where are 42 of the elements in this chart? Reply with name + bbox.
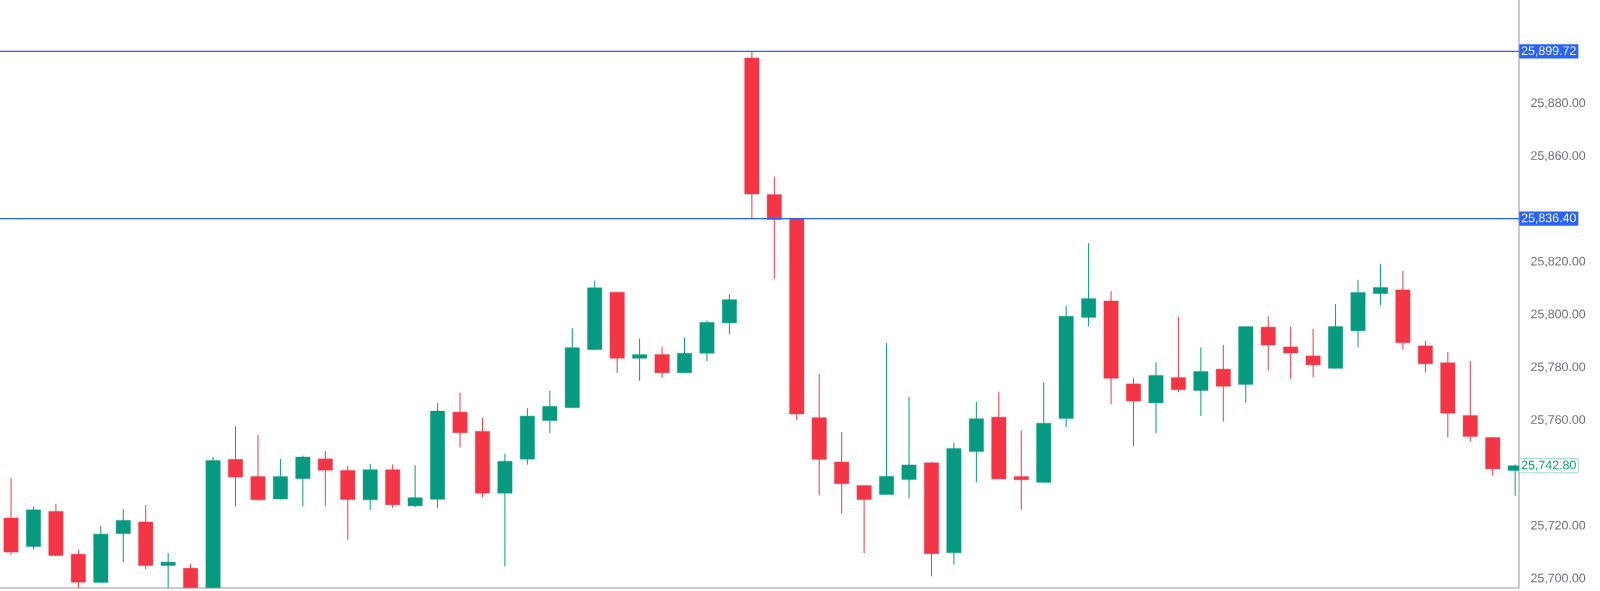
candlestick [1215,344,1231,423]
candlestick [901,396,917,499]
ref-line-label: 25,899.72 [1521,46,1576,57]
y-tick-label: 25,860.00 [1531,151,1586,162]
candlestick [407,464,423,508]
y-tick-label: 25,700.00 [1531,573,1586,584]
candlestick [1373,263,1388,306]
candlestick [879,342,894,496]
candlestick [1417,340,1433,374]
candlestick [834,431,850,514]
candlestick [183,563,198,589]
text: 25,742.80 [1521,460,1576,471]
candlestick [1013,430,1029,511]
y-tick-label: 25,760.00 [1531,415,1586,426]
candlestick [1193,346,1209,417]
y-tick-label: 25,880.00 [1531,98,1586,109]
candlestick [273,458,288,501]
candlestick [1081,242,1097,328]
candlestick [295,455,311,507]
y-tick-label: 25,800.00 [1531,309,1586,320]
candlestick [1462,360,1478,442]
candlestick [1126,377,1141,447]
candlestick [542,390,558,434]
candlestick [250,434,266,502]
candlestick [160,552,176,589]
y-tick-label: 25,780.00 [1531,362,1586,373]
candlestick [722,293,737,335]
candlestick [677,337,692,374]
candlestick [1283,326,1299,380]
y-tick-label: 25,820.00 [1531,256,1586,268]
candlestick [452,392,468,449]
candlestick [856,485,872,554]
candlestick [1260,315,1276,372]
candlestick [1305,328,1321,378]
candlestick [1171,316,1186,393]
candlestick [317,450,333,507]
candlestick [115,508,131,563]
candlestick [654,346,670,379]
candlestick [228,425,243,507]
candlestick [632,337,647,382]
ref-line-label: 25,836.40 [1521,213,1576,224]
y-tick-label: 25,720.00 [1531,520,1586,532]
